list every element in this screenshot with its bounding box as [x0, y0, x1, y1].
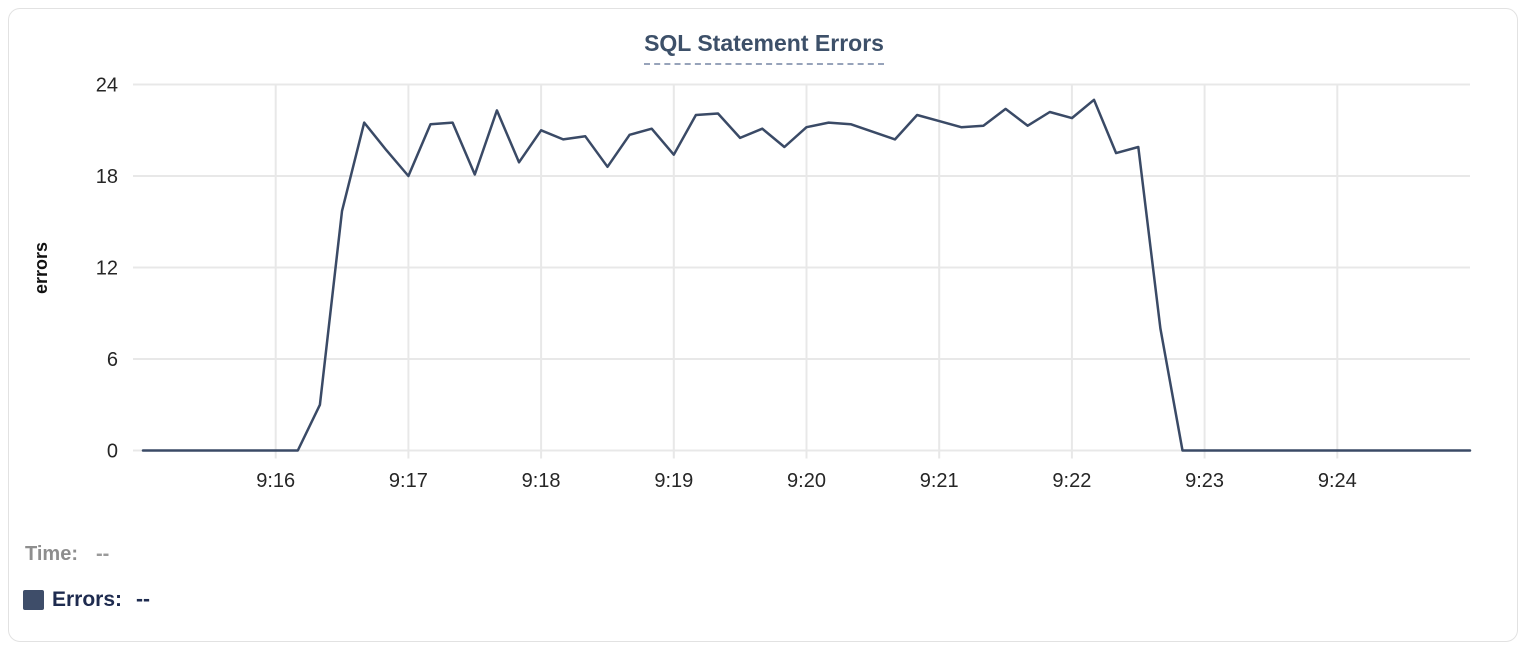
- chart-title-row: SQL Statement Errors: [0, 30, 1528, 65]
- errors-series-swatch: [23, 590, 44, 610]
- chart-title[interactable]: SQL Statement Errors: [644, 30, 884, 65]
- x-axis-tick-label: 9:18: [522, 470, 561, 492]
- x-axis-tick-label: 9:19: [654, 470, 693, 492]
- tooltip-errors-value: --: [136, 588, 151, 611]
- tooltip-time-value: --: [95, 543, 110, 565]
- x-axis-tick-label: 9:16: [256, 470, 295, 492]
- tooltip-time-label: Time:: [25, 543, 78, 565]
- x-axis-tick-label: 9:22: [1052, 470, 1091, 492]
- y-axis-title: errors: [31, 242, 51, 294]
- y-axis-tick-label: 6: [107, 349, 118, 371]
- chart-card: [8, 8, 1518, 642]
- x-axis-tick-label: 9:21: [920, 470, 959, 492]
- tooltip-time-row: Time: --: [25, 543, 109, 566]
- x-axis-tick-label: 9:17: [389, 470, 428, 492]
- tooltip-errors-label: Errors:: [52, 588, 123, 611]
- x-axis-tick-label: 9:20: [787, 470, 826, 492]
- y-axis-tick-label: 18: [96, 166, 118, 188]
- legend-item-errors[interactable]: Errors: --: [23, 588, 150, 612]
- errors-series-line: [141, 98, 1472, 452]
- y-axis-tick-label: 12: [96, 258, 118, 280]
- y-axis-tick-label: 24: [96, 75, 118, 97]
- x-axis-tick-label: 9:24: [1318, 470, 1357, 492]
- x-axis-tick-label: 9:23: [1185, 470, 1224, 492]
- y-axis-tick-label: 0: [107, 441, 118, 463]
